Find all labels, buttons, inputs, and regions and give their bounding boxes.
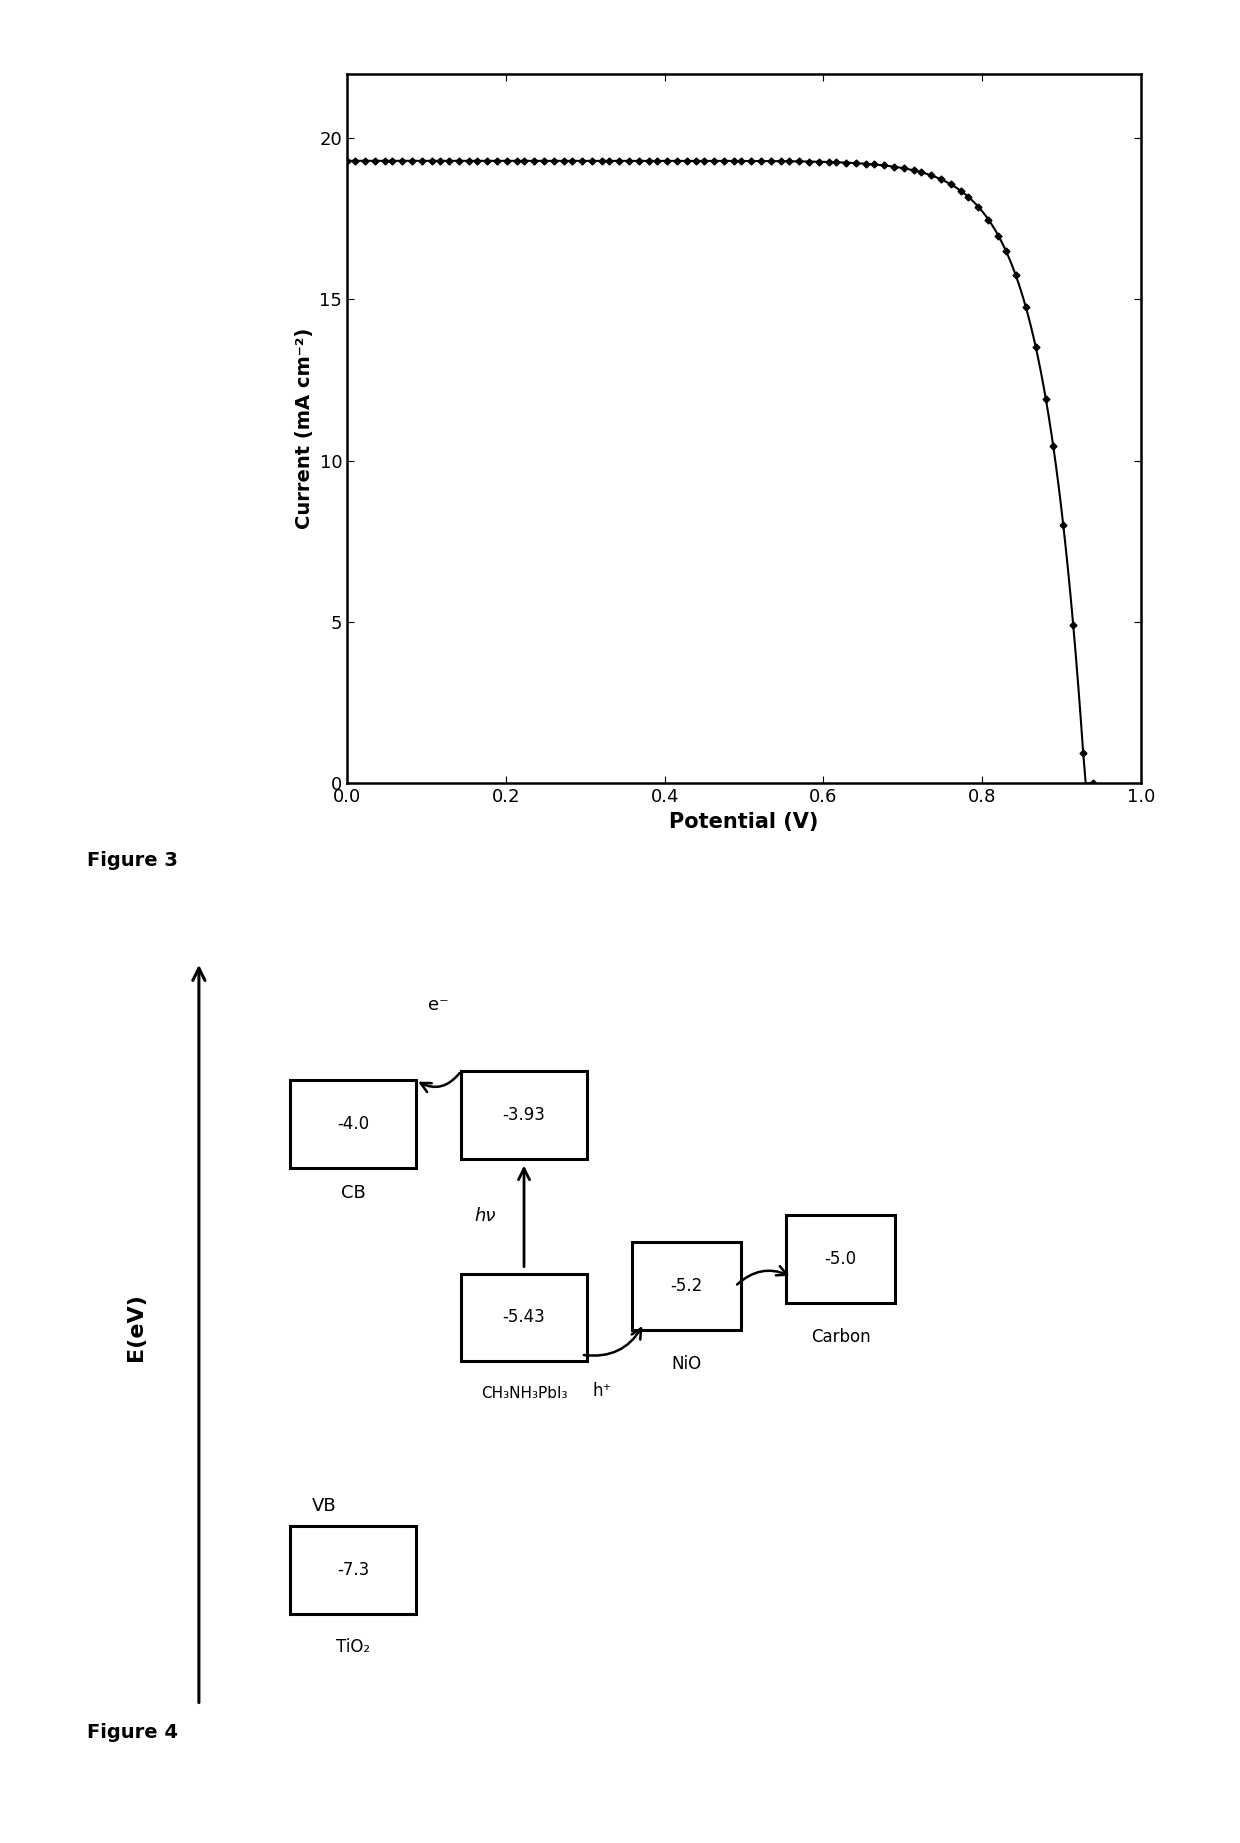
Text: Figure 4: Figure 4	[87, 1723, 177, 1742]
Text: Figure 3: Figure 3	[87, 851, 177, 870]
Text: -3.93: -3.93	[502, 1106, 546, 1124]
Text: CH₃NH₃PbI₃: CH₃NH₃PbI₃	[481, 1386, 567, 1401]
Text: -4.0: -4.0	[337, 1115, 370, 1133]
Text: E(eV): E(eV)	[126, 1294, 146, 1360]
FancyBboxPatch shape	[461, 1071, 587, 1159]
Text: CB: CB	[341, 1185, 366, 1202]
FancyBboxPatch shape	[632, 1242, 740, 1331]
Text: -5.2: -5.2	[671, 1277, 703, 1296]
Text: h⁺: h⁺	[593, 1382, 611, 1399]
Text: -5.43: -5.43	[502, 1309, 546, 1327]
Text: TiO₂: TiO₂	[336, 1638, 370, 1657]
Text: e⁻: e⁻	[428, 995, 449, 1014]
Y-axis label: Current (mA cm⁻²): Current (mA cm⁻²)	[295, 328, 314, 529]
FancyBboxPatch shape	[290, 1080, 415, 1168]
Text: VB: VB	[312, 1498, 337, 1515]
FancyBboxPatch shape	[786, 1216, 895, 1303]
X-axis label: Potential (V): Potential (V)	[670, 811, 818, 831]
Text: Carbon: Carbon	[811, 1327, 870, 1345]
Text: NiO: NiO	[672, 1355, 702, 1373]
Text: -5.0: -5.0	[825, 1250, 857, 1268]
Text: hν: hν	[474, 1207, 496, 1226]
FancyBboxPatch shape	[461, 1274, 587, 1362]
Text: -7.3: -7.3	[337, 1561, 370, 1579]
FancyBboxPatch shape	[290, 1526, 415, 1614]
